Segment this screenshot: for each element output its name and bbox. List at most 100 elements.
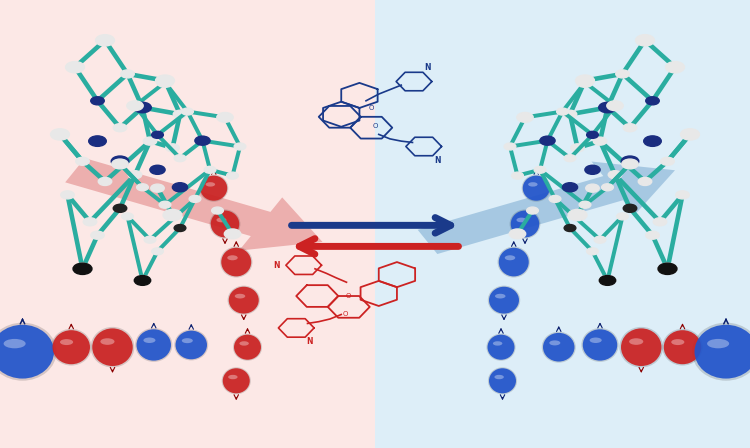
Ellipse shape (60, 339, 74, 345)
Ellipse shape (221, 248, 251, 276)
Circle shape (602, 277, 613, 284)
Ellipse shape (229, 287, 259, 314)
Ellipse shape (542, 332, 576, 363)
Ellipse shape (489, 287, 519, 314)
Ellipse shape (206, 182, 215, 187)
Circle shape (173, 110, 187, 118)
Ellipse shape (91, 327, 134, 367)
Circle shape (111, 156, 129, 167)
Circle shape (129, 102, 141, 109)
Circle shape (594, 236, 606, 243)
Circle shape (635, 34, 655, 46)
Circle shape (76, 157, 89, 165)
Circle shape (586, 184, 599, 192)
Ellipse shape (135, 328, 172, 362)
Circle shape (224, 229, 241, 239)
Ellipse shape (620, 327, 663, 367)
Ellipse shape (499, 248, 529, 276)
Ellipse shape (522, 175, 550, 202)
Circle shape (73, 263, 92, 275)
Ellipse shape (4, 339, 26, 349)
Circle shape (624, 160, 636, 168)
Ellipse shape (200, 176, 227, 201)
Circle shape (608, 171, 622, 179)
Ellipse shape (488, 335, 514, 360)
Text: N: N (434, 156, 440, 165)
Ellipse shape (671, 339, 684, 345)
Ellipse shape (220, 246, 253, 278)
Circle shape (128, 171, 142, 179)
Ellipse shape (143, 337, 155, 343)
Circle shape (166, 211, 179, 219)
Circle shape (152, 131, 164, 138)
Circle shape (136, 277, 148, 284)
Ellipse shape (174, 329, 208, 361)
Circle shape (577, 78, 593, 87)
Ellipse shape (0, 323, 56, 381)
Ellipse shape (200, 175, 228, 202)
Circle shape (616, 70, 629, 78)
Circle shape (526, 207, 538, 214)
Text: N: N (307, 337, 313, 346)
Ellipse shape (505, 255, 515, 260)
Circle shape (113, 204, 127, 212)
Ellipse shape (487, 334, 515, 361)
Circle shape (579, 79, 591, 86)
Circle shape (174, 155, 186, 162)
Circle shape (512, 172, 524, 179)
Ellipse shape (497, 246, 530, 278)
Circle shape (217, 112, 233, 122)
Ellipse shape (692, 323, 750, 381)
Circle shape (534, 166, 546, 173)
Circle shape (91, 231, 104, 239)
Ellipse shape (235, 294, 245, 298)
Ellipse shape (549, 340, 560, 345)
Ellipse shape (528, 182, 538, 187)
Ellipse shape (543, 333, 574, 362)
Text: O: O (368, 104, 374, 111)
Circle shape (195, 136, 210, 145)
Text: N: N (424, 63, 430, 72)
Text: O: O (372, 123, 378, 129)
Circle shape (517, 112, 533, 122)
Circle shape (623, 204, 637, 212)
Circle shape (563, 110, 577, 118)
Ellipse shape (227, 255, 238, 260)
Text: O: O (342, 310, 348, 317)
Circle shape (91, 97, 104, 105)
Circle shape (571, 144, 584, 152)
Circle shape (159, 79, 171, 86)
Ellipse shape (92, 328, 133, 366)
Circle shape (562, 183, 578, 192)
Ellipse shape (209, 210, 241, 238)
Text: O: O (346, 293, 352, 299)
Circle shape (564, 155, 576, 162)
Circle shape (61, 191, 74, 199)
Circle shape (602, 184, 613, 191)
Circle shape (540, 136, 555, 145)
Circle shape (98, 36, 112, 44)
Ellipse shape (664, 330, 701, 364)
Ellipse shape (621, 328, 662, 366)
Circle shape (122, 213, 134, 220)
Ellipse shape (227, 286, 260, 314)
Circle shape (134, 276, 151, 285)
Bar (375, 0, 750, 448)
Circle shape (143, 137, 157, 145)
Ellipse shape (583, 329, 617, 361)
Ellipse shape (517, 218, 526, 222)
Ellipse shape (629, 338, 644, 345)
Circle shape (172, 183, 188, 192)
Circle shape (586, 131, 598, 138)
Circle shape (127, 101, 143, 111)
Circle shape (83, 218, 97, 226)
Circle shape (136, 184, 148, 191)
Ellipse shape (523, 176, 550, 201)
Ellipse shape (222, 367, 251, 394)
Circle shape (112, 159, 128, 169)
Circle shape (653, 218, 667, 226)
Circle shape (211, 207, 223, 214)
Circle shape (113, 124, 127, 132)
Ellipse shape (234, 335, 261, 360)
Circle shape (144, 236, 156, 243)
